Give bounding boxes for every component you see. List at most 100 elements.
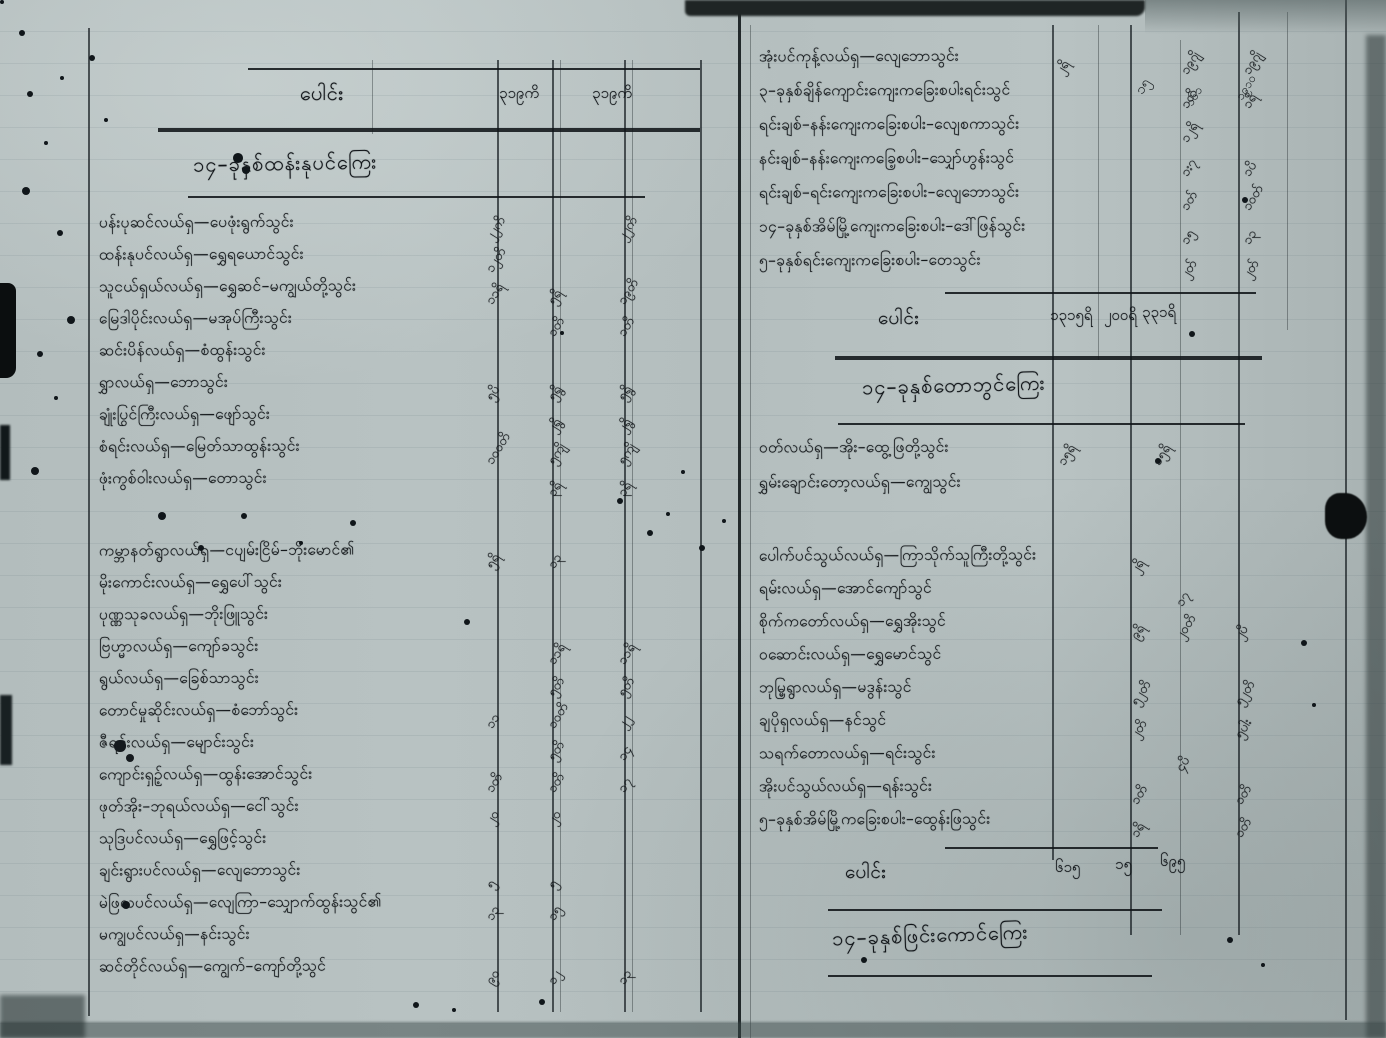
ledger-row: ပေါက်ပင်သွယ်လယ်ရှ—ကြာသိုက်သူကြီးတို့သွင်… (755, 545, 1355, 577)
column-rule (624, 60, 626, 1012)
entry-text: ဖုတ်အိုး–ဘုရယ်လယ်ရှ—ငေါ်သွင်း (98, 796, 299, 816)
entry-value: ၁တိ (1231, 815, 1256, 841)
scan-edge-bottom-left (0, 995, 85, 1038)
right-total-1-label: ပေါင်း (878, 307, 920, 329)
entry-text: ရွယ်လယ်ရှ—ခြေစ်သာသွင်း (98, 668, 260, 688)
right-total-2-value-1: ၆၁၅ (1055, 858, 1081, 876)
entry-value: ၂၂ (614, 712, 635, 732)
entry-value: ၅၂တိ (1127, 678, 1155, 709)
entry-value: ၁တိ (544, 770, 569, 796)
entry-text: မိုးကောင်းလယ်ရှ—ရွှေပေါ်သွင်း (98, 572, 283, 592)
entry-value: ၁၁ရိ (614, 640, 640, 668)
total-rule (945, 292, 1256, 294)
entry-text: ဇီရင်းလယ်ရှ—မျောင်းသွင်း (98, 732, 255, 752)
scan-edge-left-blot-3 (0, 695, 12, 765)
entry-value: ၉ဝ (482, 967, 504, 988)
ledger-row: ချပိုရှလယ်ရှ—နင်သွင် ၂တိ ၅ပါး (755, 710, 1355, 742)
entry-value: ၁ဝတိ (544, 700, 572, 732)
section-underline (838, 423, 1245, 425)
ledger-row: ကမ္ဘာနတ်ရွာလယ်ရှ—ငပျမ်းငြိမ်–ဘိုးမောင်၏၅… (95, 540, 707, 572)
column-rule (497, 60, 499, 1012)
total-rule (828, 909, 1162, 911)
entry-value: ၁တိ (1127, 782, 1152, 808)
entry-value: ၅ (482, 877, 500, 892)
entry-value: ၁ရိ (1127, 819, 1149, 841)
left-header-value-2: ၃၁၉ကိ (592, 84, 632, 102)
ledger-row: သုဒြပင်လယ်ရှ—ရွှေဖြင့်သွင်း (95, 828, 707, 860)
column-rule (1098, 25, 1099, 360)
entry-text: မဲဖြလပင်လယ်ရှ—လျေကြာ–သျှောက်ထွန်းသွင်၏ (98, 892, 382, 912)
entry-value: ၂ပိ (1231, 622, 1252, 643)
scan-edge-right-strip (1366, 35, 1386, 1038)
entry-value: ၂ဝတိ (1172, 612, 1200, 643)
right-total-1-value-2: ၂၀၀ရိ (1104, 306, 1137, 324)
column-rule (372, 60, 373, 134)
ledger-row: ရမ်းလယ်ရှ—အောင်ကျော်သွင် ၁၇ (755, 578, 1355, 610)
total-rule (835, 356, 1262, 360)
column-rule (1287, 12, 1288, 330)
entry-value: ၅၂တိ (1231, 678, 1259, 709)
right-total-1-value-1: ၁၃၁၅ရိ (1050, 306, 1093, 324)
right-total-2-label: ပေါင်း (845, 861, 887, 883)
entry-value: ၁၅ (544, 903, 566, 924)
entry-value: ၁၇ (1172, 589, 1194, 610)
entry-value: ၁၂ (544, 967, 565, 988)
ledger-row: ပုဏ္ဏသုခလယ်ရှ—ဘိုးဖြူသွင်း (95, 604, 707, 636)
entry-text: တောင်မှုဆိုင်းလယ်ရှ—စံဘော်သွင်း (98, 700, 299, 720)
header-rule (158, 128, 700, 132)
entry-value: ၅တိ (614, 674, 639, 700)
right-total-1-value-3: ၃၃၁ရိ (1142, 303, 1176, 321)
entry-text: ပုဏ္ဏသုခလယ်ရှ—ဘိုးဖြူသွင်း (98, 604, 269, 624)
entry-value: ၁၃ (614, 967, 636, 988)
ledger-row: ဖုတ်အိုး–ဘုရယ်လယ်ရှ—ငေါ်သွင်း ၂ဝ ၂ဝ (95, 796, 707, 828)
entry-value: ၁၄ (614, 743, 636, 764)
left-total-label: ပေါင်း (300, 81, 344, 105)
ledger-row: စိုက်ကတော်လယ်ရှ—ရွှေအိုးသွင်၉ရိ ၂ဝတိ ၂ပိ (755, 611, 1355, 643)
column-rule (560, 60, 561, 1012)
ledger-row: မဲဖြလပင်လယ်ရှ—လျေကြာ–သျှောက်ထွန်းသွင်၏ ၁၃… (95, 892, 707, 924)
entry-text: ပေါက်ပင်သွယ်လယ်ရှ—ကြာသိုက်သူကြီးတို့သွင်… (758, 545, 1037, 565)
entry-text: ဆင်တိုင်လယ်ရှ—ကျွေက်–ကျော်တို့သွင် (98, 956, 327, 976)
entry-value: ၂တိ (1127, 717, 1151, 742)
page-divider-rule (750, 25, 751, 1038)
entry-value: ၂ဝ (544, 807, 565, 828)
entry-text: အိုးပင်သွယ်လယ်ရှ—ရန်းသွင်း (758, 776, 933, 796)
left-rows-block-2: ကမ္ဘာနတ်ရွာလယ်ရှ—ငပျမ်းငြိမ်–ဘိုးမောင်၏၅… (95, 0, 707, 1038)
entry-value: ၁၃ (544, 551, 566, 572)
entry-text: ၅–ခုနှစ်အိမ်မြို့ကခြေးစပါး–ထွေန်းဖြသွင်း (758, 809, 991, 829)
right-total-2-value-2: ၁၅ (1115, 855, 1132, 873)
entry-text: ဘုမ္မြရွာလယ်ရှ—မဒွန်းသွင် (758, 677, 912, 697)
ledger-row: သရက်တောလယ်ရှ—ရင်းသွင်း ၄ပိ (755, 743, 1355, 775)
column-rule (1180, 40, 1181, 935)
ledger-row: ကျောင်းရှဉ့်လယ်ရှ—ထွန်းအောင်သွင်း ၁တိ ၁တိ ၁… (95, 764, 707, 796)
entry-value: ၉ရိ (1127, 621, 1149, 643)
ledger-row: ဘုမ္မြရွာလယ်ရှ—မဒွန်းသွင် ၅၂တိ ၅၂တိ (755, 677, 1355, 709)
entry-text: ကျောင်းရှဉ့်လယ်ရှ—ထွန်းအောင်သွင်း (98, 764, 313, 784)
ink-specks (0, 0, 4, 4)
entry-value: ၁တိ (1231, 782, 1256, 808)
column-rule (700, 60, 702, 1012)
entry-value: ၄ပိ (1172, 753, 1194, 775)
ledger-row: အိုးပင်သွယ်လယ်ရှ—ရန်းသွင်း ၁တိ ၁တိ (755, 776, 1355, 808)
column-rule (1130, 25, 1132, 935)
ledger-row: ဗြဟ္မာလယ်ရှ—ကျော်ခသွင်း ၁၁ရိ ၁၁ရိ (95, 636, 707, 668)
entry-text: စိုက်ကတော်လယ်ရှ—ရွှေအိုးသွင် (758, 611, 947, 631)
ledger-row: မကျွပင်လယ်ရှ—နင်းသွင်း (95, 924, 707, 956)
entry-value: ၂ရိ (1127, 556, 1148, 577)
scan-edge-left-blot-1 (0, 283, 16, 378)
page-divider-rule (738, 12, 741, 1038)
entry-value: ၁၁ (482, 711, 504, 732)
entry-value: ၁တိ (482, 770, 507, 796)
column-rule (552, 60, 554, 1012)
column-rule (632, 60, 633, 1012)
column-rule (1238, 12, 1240, 935)
ledger-row: တောင်မှုဆိုင်းလယ်ရှ—စံဘော်သွင်း၁၁ ၁ဝတိ ၂၂ (95, 700, 707, 732)
entry-value: ၅ပါး (1231, 716, 1256, 742)
left-header-value-1: ၃၁၉ကိ (499, 84, 539, 102)
ledger-row: ချင်းရွားပင်လယ်ရှ—လျေဘောသွင်း၅ ၅ (95, 860, 707, 892)
entry-value: ၅တိ (544, 738, 569, 764)
header-rule (248, 68, 700, 70)
section-underline (828, 975, 1152, 977)
section-underline (188, 196, 645, 198)
